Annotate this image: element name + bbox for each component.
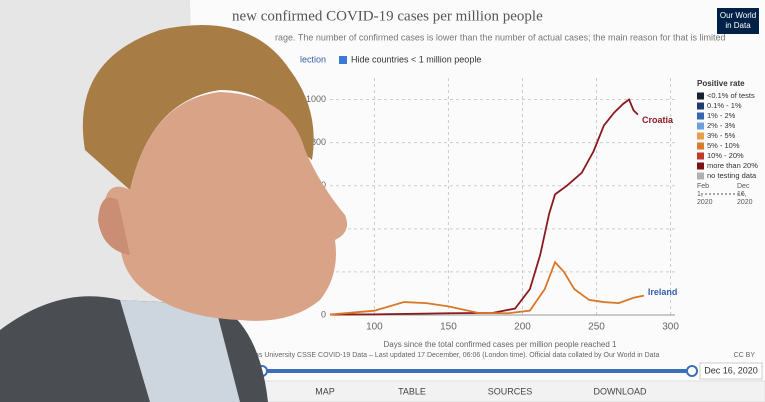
change-selection[interactable]: lection xyxy=(300,54,326,64)
legend-swatch xyxy=(697,102,704,110)
legend-label: 3% - 5% xyxy=(707,131,736,140)
legend-label: no testing data xyxy=(707,171,757,180)
logo-text: in Data xyxy=(725,21,751,30)
time-end: Dec xyxy=(737,183,750,190)
chart-title: new confirmed COVID-19 cases per million… xyxy=(232,8,543,24)
time-start: 2020 xyxy=(697,199,713,206)
legend-label: 10% - 20% xyxy=(707,151,744,160)
tab[interactable]: DOWNLOAD xyxy=(593,386,647,396)
y-tick-label: 1000 xyxy=(306,94,326,104)
legend-swatch xyxy=(697,142,704,150)
legend-title: Positive rate xyxy=(697,79,745,88)
tab[interactable]: MAP xyxy=(315,386,335,396)
hide-small-label[interactable]: Hide countries < 1 million people xyxy=(351,54,481,64)
legend-label: more than 20% xyxy=(707,161,758,170)
legend-swatch xyxy=(697,172,704,180)
date-box xyxy=(699,362,763,380)
license: CC BY xyxy=(734,352,756,359)
legend-label: 2% - 3% xyxy=(707,121,736,130)
legend-label: 5% - 10% xyxy=(707,141,740,150)
legend-label: <0.1% of tests xyxy=(707,91,755,100)
series-label: Ireland xyxy=(648,287,678,297)
logo-text: Our World xyxy=(720,11,756,20)
checkbox[interactable] xyxy=(339,56,347,64)
y-tick-label: 800 xyxy=(311,137,326,147)
time-start: 1, xyxy=(697,191,703,198)
x-tick-label: 250 xyxy=(588,322,605,333)
tab[interactable]: SOURCES xyxy=(488,386,533,396)
x-tick-label: 200 xyxy=(514,322,531,333)
legend-swatch xyxy=(697,112,704,120)
source: ns University CSSE COVID-19 Data – Last … xyxy=(255,352,659,359)
legend-label: 1% - 2% xyxy=(707,111,736,120)
x-tick-label: 150 xyxy=(440,322,457,333)
subtitle: rage. The number of confirmed cases is l… xyxy=(275,32,726,42)
legend-swatch xyxy=(697,92,704,100)
x-tick-label: 100 xyxy=(366,322,383,333)
legend-label: 0.1% - 1% xyxy=(707,101,742,110)
time-end: 2020 xyxy=(737,199,753,206)
slider-end-date: Dec 16, 2020 xyxy=(704,365,758,375)
series-label: Croatia xyxy=(642,115,674,125)
photo-person xyxy=(0,0,348,402)
x-tick-label: 300 xyxy=(662,322,679,333)
y-tick-label: 0 xyxy=(321,309,326,319)
legend-swatch xyxy=(697,132,704,140)
legend-swatch xyxy=(697,152,704,160)
logo xyxy=(717,8,759,34)
legend-swatch xyxy=(697,162,704,170)
tab[interactable]: TABLE xyxy=(398,386,426,396)
slider-handle[interactable] xyxy=(686,365,698,377)
legend-swatch xyxy=(697,122,704,130)
series-line xyxy=(329,260,645,316)
time-start: Feb xyxy=(697,183,709,190)
x-axis-label: Days since the total confirmed cases per… xyxy=(383,340,617,349)
